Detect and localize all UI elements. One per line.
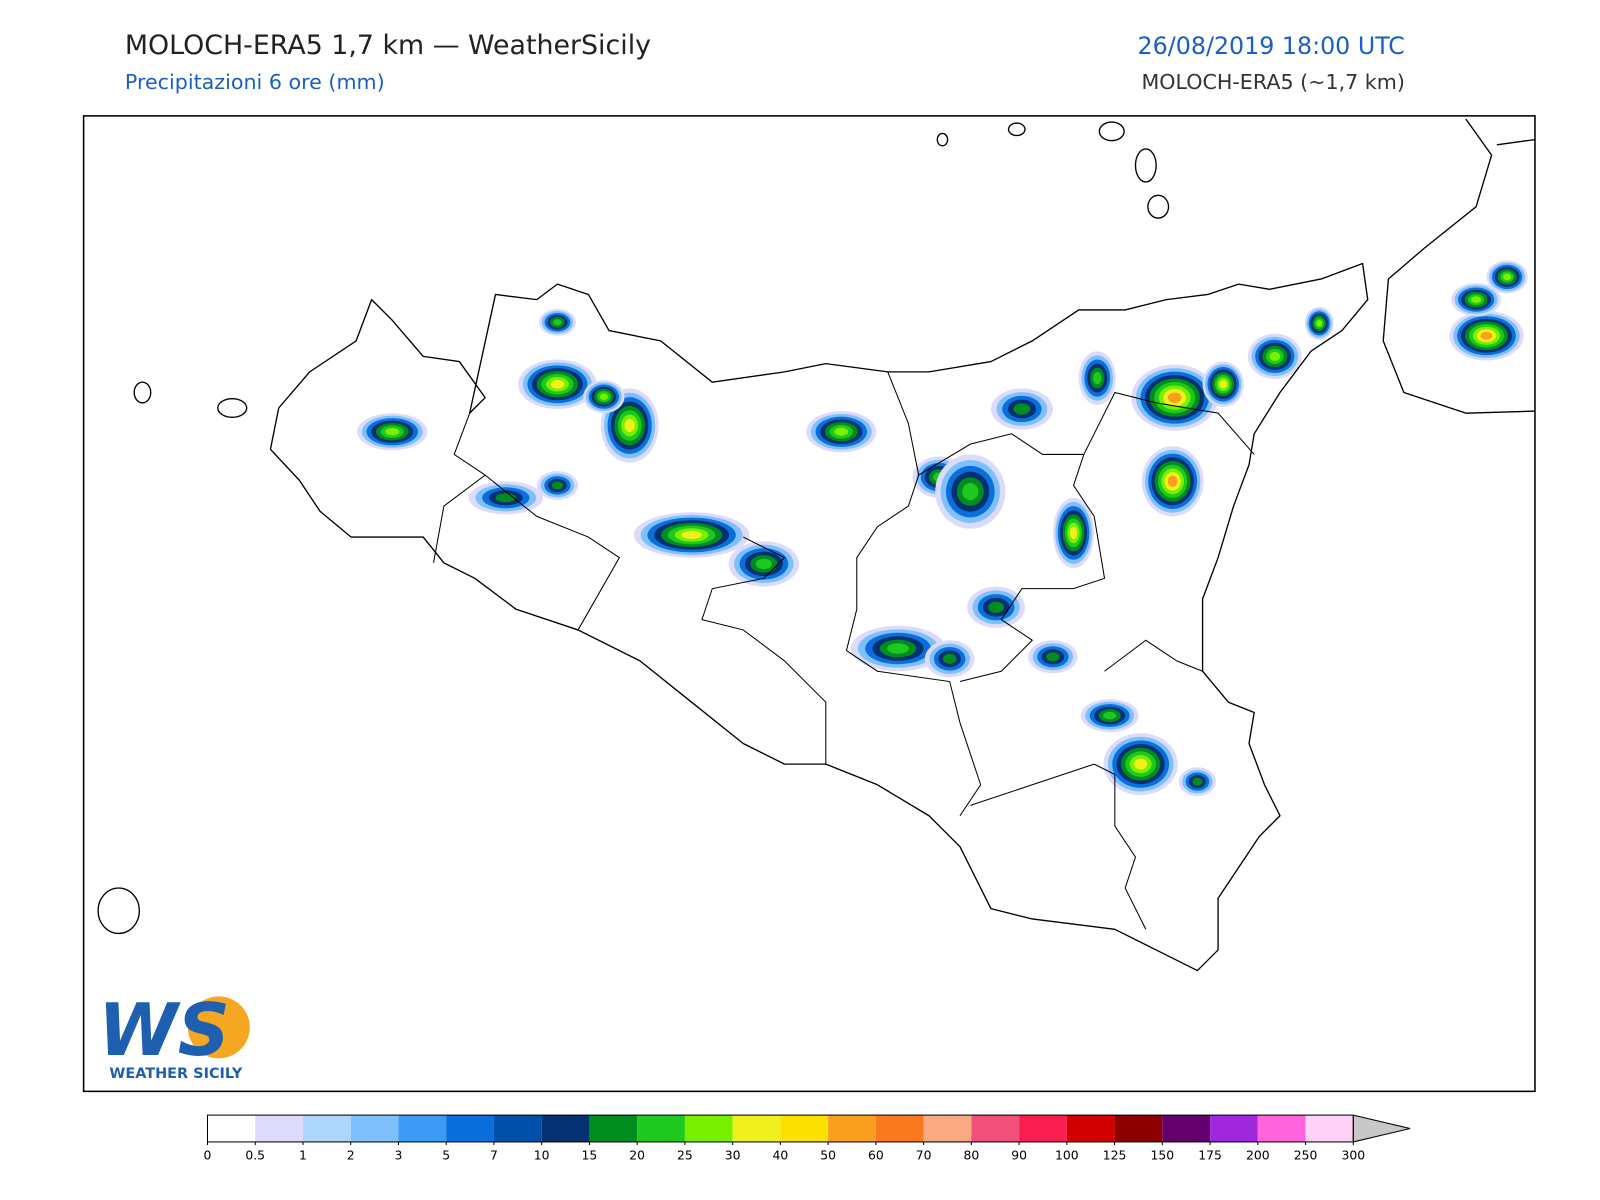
colorbar-box [255, 1115, 303, 1142]
precip-cell [681, 530, 702, 539]
colorbar-tick-label: 5 [442, 1148, 450, 1162]
colorbar-box [875, 1115, 924, 1142]
precip-cell [1192, 777, 1203, 786]
subtitle: Precipitazioni 6 ore (mm) [125, 70, 385, 94]
colorbar-box [780, 1115, 829, 1142]
precip-cell [834, 427, 849, 436]
logo-name: WEATHER SICILY [109, 1066, 242, 1082]
colorbar-box [684, 1115, 733, 1142]
precip-cell [1167, 475, 1178, 487]
colorbar-tick-label: 20 [629, 1148, 645, 1162]
precip-cell [1046, 652, 1060, 662]
colorbar-tick-label: 150 [1151, 1148, 1175, 1162]
colorbar-tick-label: 250 [1294, 1148, 1318, 1162]
model-label: MOLOCH-ERA5 (~1,7 km) [1141, 70, 1404, 94]
precip-cell [1316, 320, 1323, 327]
precip-cell [988, 601, 1005, 613]
sicily-coastline [269, 262, 1369, 972]
datetime: 26/08/2019 18:00 UTC [1138, 32, 1405, 60]
colorbar-tick-label: 10 [534, 1148, 550, 1162]
precip-cell [942, 653, 957, 664]
colorbar-box [1257, 1115, 1306, 1142]
colorbar-tick-label: 15 [582, 1148, 598, 1162]
precip-cell [551, 481, 564, 490]
colorbar-box [1210, 1115, 1258, 1142]
colorbar-extend [1352, 1114, 1411, 1143]
precip-cell [755, 558, 772, 570]
colorbar-tick-label: 175 [1198, 1148, 1222, 1162]
colorbar-tick-label: 0 [204, 1148, 212, 1162]
colorbar-box [923, 1115, 972, 1142]
precip-cell [1103, 711, 1117, 720]
colorbar-tick-label: 100 [1055, 1148, 1079, 1162]
colorbar-tick-label: 50 [820, 1148, 836, 1162]
precip-cell [1502, 273, 1512, 281]
province-borders [433, 371, 1255, 930]
precip-cell [1269, 351, 1281, 361]
precip-cell [1093, 371, 1102, 385]
colorbar-box [446, 1115, 494, 1142]
colorbar-tick-label: 1 [299, 1148, 307, 1162]
precip-cell [599, 393, 608, 400]
colorbar-box [493, 1115, 542, 1142]
colorbar-box [398, 1115, 447, 1142]
colorbar-box [589, 1115, 638, 1142]
logo: WS WEATHER SICILY [98, 989, 250, 1082]
colorbar-box [1019, 1115, 1067, 1142]
colorbar-tick-label: 125 [1103, 1148, 1127, 1162]
logo-initials: WS [98, 989, 230, 1073]
precipitation-field [357, 260, 1528, 797]
colorbar-tick-label: 60 [868, 1148, 884, 1162]
precip-cell [624, 418, 635, 433]
colorbar-box [302, 1115, 351, 1142]
precip-cell [1069, 526, 1078, 540]
colorbar-tick-label: 3 [395, 1148, 403, 1162]
colorbar-box [1066, 1115, 1115, 1142]
colorbar-box [971, 1115, 1020, 1142]
precip-cell [385, 428, 400, 436]
colorbar-tick-label: 0.5 [245, 1148, 265, 1162]
colorbar-tick-label: 30 [725, 1148, 741, 1162]
colorbar-box [541, 1115, 590, 1142]
precip-cell [887, 643, 910, 654]
map-frame [82, 115, 1536, 1093]
logo-sun [187, 996, 250, 1059]
colorbar-box [1162, 1115, 1211, 1142]
colorbar-tick-label: 80 [963, 1148, 979, 1162]
precip-cell [1167, 392, 1182, 403]
colorbar-box [732, 1115, 781, 1142]
precip-cell [1013, 403, 1031, 415]
islands [97, 121, 1170, 935]
precip-cell [553, 319, 562, 326]
colorbar-box [637, 1115, 685, 1142]
precip-cell [1480, 331, 1493, 340]
colorbar-box [350, 1115, 399, 1142]
colorbar-tick-label: 2 [347, 1148, 355, 1162]
colorbar-tick-label: 300 [1341, 1148, 1365, 1162]
colorbar-tick-label: 7 [490, 1148, 498, 1162]
colorbar-box [207, 1115, 256, 1142]
map-area [82, 115, 1536, 1093]
colorbar-box [828, 1115, 876, 1142]
colorbar: 0 0.5 1 2 3 5 7 10 15 20 25 30 40 50 60 70 80 90 100 125 150… [204, 1114, 1411, 1162]
precip-cell [1134, 758, 1148, 770]
colorbar-box [1305, 1115, 1354, 1142]
colorbar-tick-label: 70 [916, 1148, 932, 1162]
precip-cell [1219, 380, 1227, 389]
colorbar-tick-label: 200 [1246, 1148, 1270, 1162]
colorbar-tick-label: 90 [1011, 1148, 1027, 1162]
precip-cell [550, 379, 565, 389]
colorbar-tick-label: 40 [773, 1148, 789, 1162]
precip-cell [1471, 296, 1482, 303]
calabria-coastline [1382, 118, 1536, 414]
colorbar-box [1114, 1115, 1163, 1142]
precip-cell [962, 483, 979, 501]
colorbar-tick-label: 25 [677, 1148, 693, 1162]
title: MOLOCH-ERA5 1,7 km — WeatherSicily [125, 30, 651, 61]
